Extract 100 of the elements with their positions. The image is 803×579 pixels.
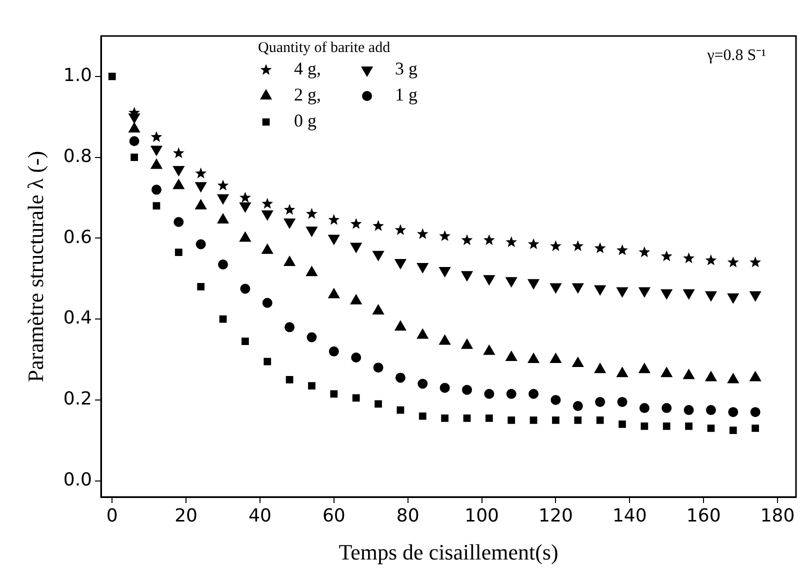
point — [572, 240, 584, 252]
point — [394, 224, 406, 235]
point — [330, 390, 338, 398]
y-tick-label: 0.0 — [63, 469, 92, 490]
point — [262, 244, 274, 254]
point — [416, 228, 428, 240]
point — [218, 259, 228, 270]
point — [483, 234, 495, 246]
point — [217, 180, 229, 190]
legend-label: 2 g, — [294, 84, 322, 105]
y-tick-label: 0.4 — [63, 308, 92, 329]
point — [638, 363, 650, 374]
point — [374, 400, 382, 408]
point — [662, 422, 670, 430]
point — [439, 334, 451, 345]
point — [395, 372, 406, 383]
point — [550, 394, 561, 405]
point — [150, 131, 162, 142]
point — [284, 256, 296, 266]
point — [572, 357, 584, 368]
point — [286, 376, 294, 384]
point — [306, 266, 318, 276]
point — [195, 199, 207, 210]
point — [151, 184, 162, 195]
point — [108, 72, 116, 80]
x-tick-label: 40 — [248, 505, 272, 526]
point — [506, 388, 516, 399]
x-tick-label: 60 — [322, 505, 346, 526]
point — [418, 412, 426, 420]
point — [461, 338, 473, 349]
point — [750, 256, 762, 268]
point — [594, 242, 606, 254]
point — [150, 158, 162, 169]
point — [727, 256, 739, 268]
point — [240, 232, 251, 242]
point — [328, 346, 339, 356]
point — [727, 373, 739, 384]
point — [683, 369, 694, 380]
point — [574, 416, 582, 424]
point — [128, 106, 140, 118]
point — [638, 246, 650, 258]
y-axis-title: Paramètre structurale λ (-) — [22, 150, 48, 382]
point — [373, 362, 384, 373]
point — [705, 254, 717, 266]
point — [128, 122, 140, 133]
y-tick-label: 0.8 — [63, 146, 92, 167]
point — [306, 208, 318, 219]
point — [174, 217, 184, 228]
y-tick-label: 1.0 — [63, 65, 92, 86]
point — [616, 367, 628, 378]
annotation: γ=0.8 S⁻¹ — [706, 47, 766, 64]
point — [416, 328, 428, 339]
point — [750, 371, 762, 382]
point — [352, 394, 360, 402]
point — [462, 384, 472, 395]
point — [752, 424, 760, 432]
point — [418, 378, 428, 389]
point — [328, 214, 340, 225]
point — [306, 332, 317, 342]
point — [217, 213, 229, 224]
point — [705, 371, 717, 382]
point — [441, 414, 448, 422]
point — [350, 294, 362, 304]
point — [506, 350, 518, 361]
point — [350, 218, 362, 229]
point — [595, 396, 606, 407]
point — [617, 396, 628, 407]
point — [463, 414, 471, 422]
y-tick-label: 0.6 — [63, 226, 92, 248]
point — [550, 353, 562, 364]
point — [219, 315, 227, 323]
point — [242, 338, 249, 345]
x-tick-label: 80 — [396, 505, 420, 526]
point — [685, 422, 692, 430]
point — [284, 322, 295, 332]
point — [729, 426, 737, 434]
point — [594, 363, 606, 374]
point — [483, 344, 495, 355]
point — [552, 416, 560, 424]
point — [130, 154, 138, 161]
legend-label: 0 g — [294, 110, 317, 131]
point — [394, 320, 406, 331]
legend-label: 3 g — [395, 58, 418, 79]
point — [662, 403, 672, 414]
point — [528, 353, 540, 364]
point — [264, 358, 272, 366]
point — [396, 406, 404, 414]
legend-label: 4 g, — [294, 58, 322, 79]
x-axis-title: Temps de cisaillement(s) — [338, 540, 558, 565]
point — [197, 283, 205, 290]
point — [683, 252, 695, 264]
y-tick-label: 0.2 — [63, 388, 92, 410]
point — [372, 304, 384, 314]
point — [618, 420, 626, 428]
x-tick-label: 180 — [760, 505, 795, 526]
point — [550, 240, 562, 252]
legend-label: 1 g — [395, 84, 418, 105]
point — [728, 407, 738, 418]
point — [485, 414, 493, 422]
point — [172, 147, 184, 158]
